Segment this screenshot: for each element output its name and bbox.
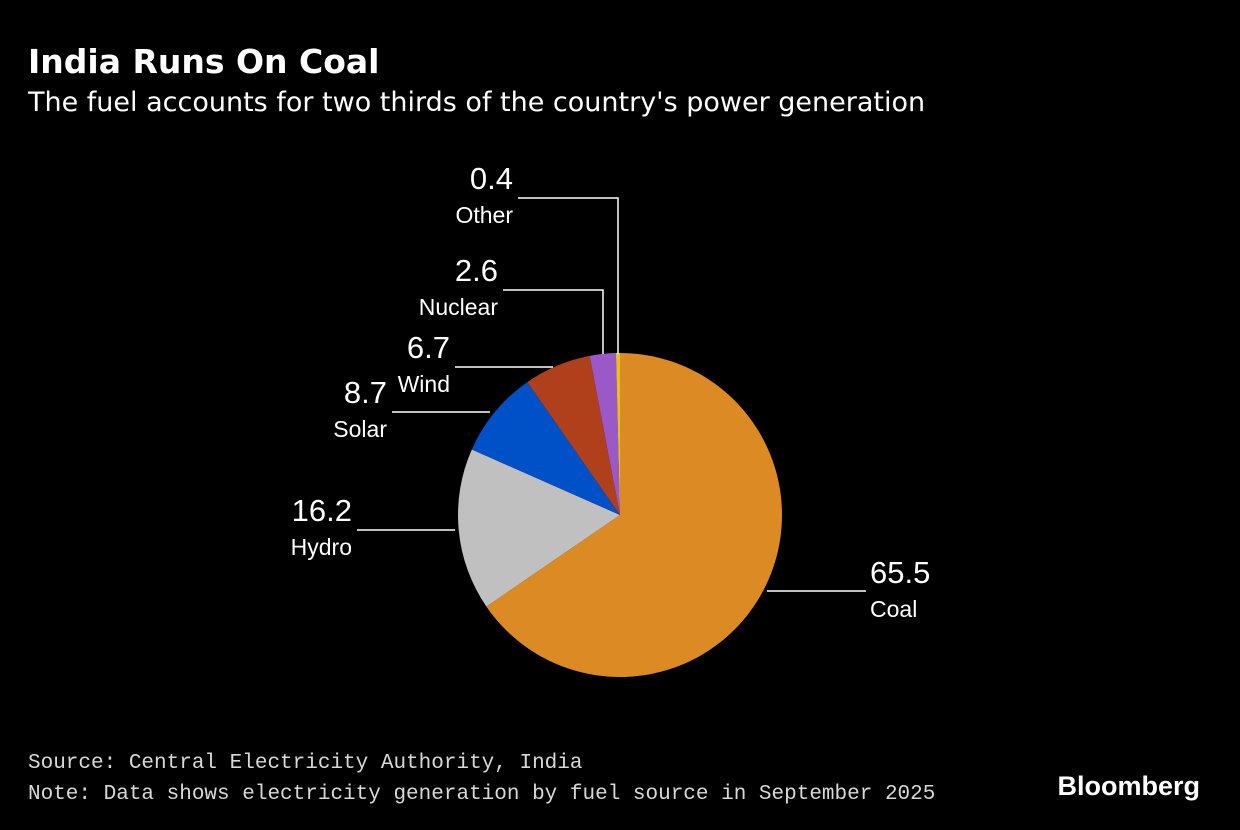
value-label: 0.4	[470, 161, 513, 196]
note: Note: Data shows electricity generation …	[28, 783, 935, 806]
category-label: Solar	[333, 416, 387, 442]
value-label: 65.5	[870, 555, 930, 590]
pie-slice	[458, 449, 620, 607]
chart-title: India Runs On Coal	[28, 42, 380, 81]
category-label: Wind	[398, 371, 450, 397]
pie-slice	[615, 353, 620, 515]
pie-slice	[486, 353, 783, 677]
pie-slice	[471, 382, 620, 515]
pie-slice	[527, 355, 620, 515]
leader-line	[503, 289, 604, 354]
category-label: Hydro	[291, 534, 352, 560]
leader-line	[518, 197, 619, 354]
value-label: 2.6	[455, 253, 498, 288]
category-label: Other	[455, 202, 513, 228]
value-label: 8.7	[344, 375, 387, 410]
category-label: Coal	[870, 596, 917, 622]
chart-subtitle: The fuel accounts for two thirds of the …	[27, 87, 925, 118]
source: Source: Central Electricity Authority, I…	[28, 752, 583, 775]
value-label: 16.2	[292, 493, 352, 528]
value-label: 6.7	[407, 330, 450, 365]
category-label: Nuclear	[419, 294, 499, 320]
logo: Bloomberg	[1057, 771, 1200, 801]
pie-slice	[589, 353, 620, 515]
